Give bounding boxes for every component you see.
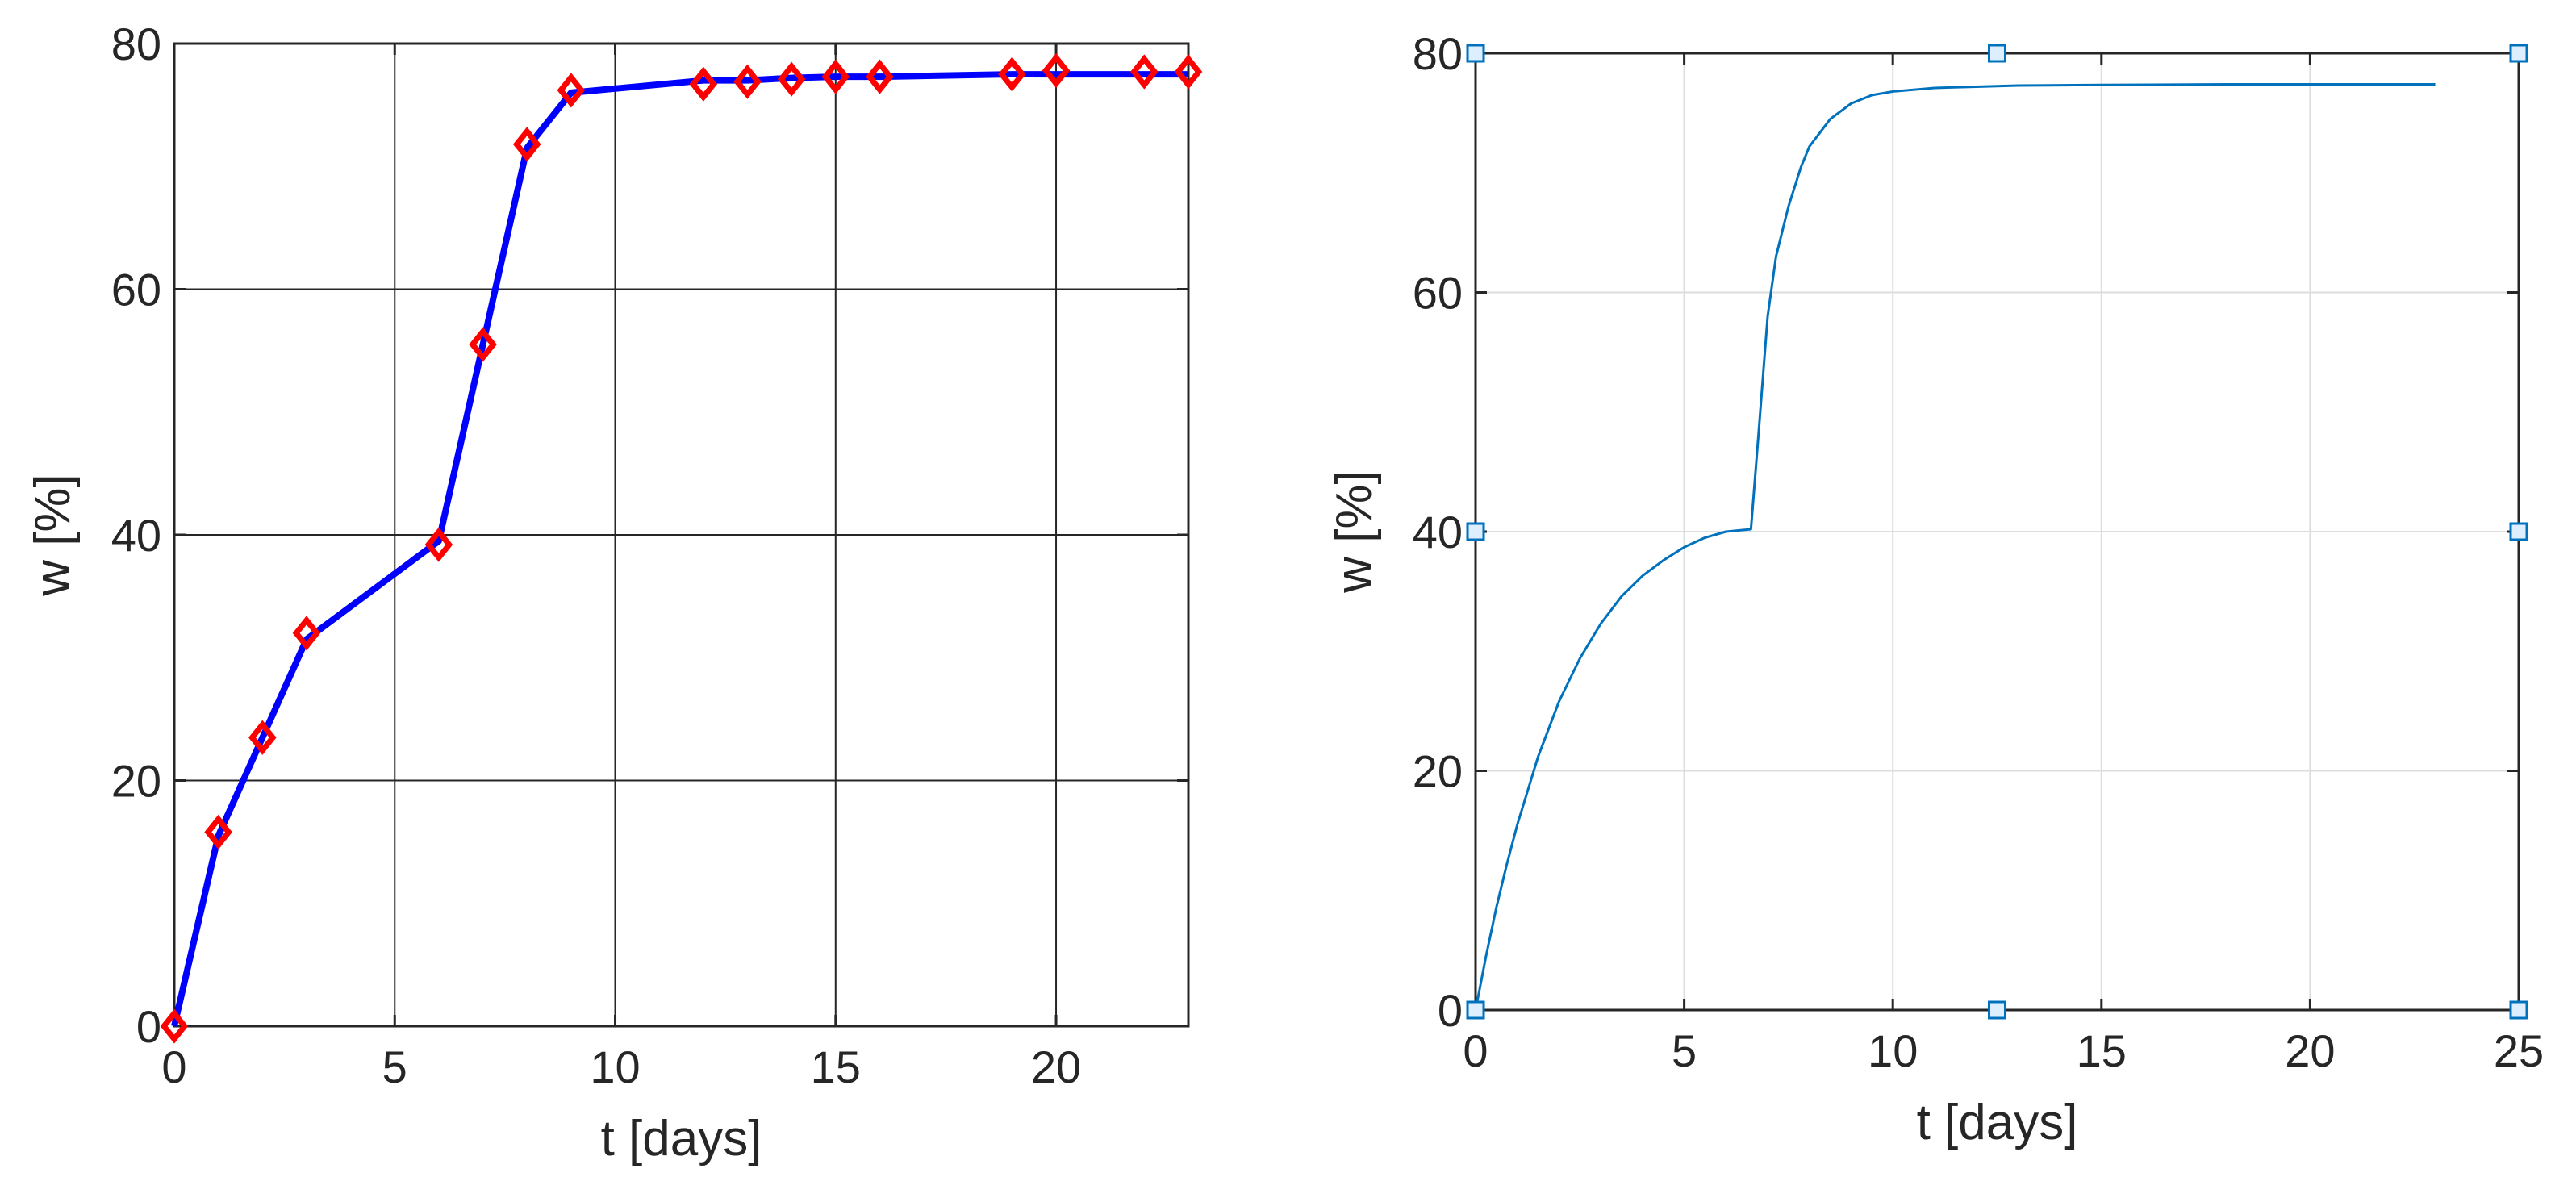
x-tick-label: 15 <box>811 1041 861 1092</box>
data-point-marker <box>998 56 1026 92</box>
x-tick-label: 0 <box>1463 1025 1488 1076</box>
y-tick-label: 60 <box>1413 268 1463 319</box>
data-point-marker <box>1042 52 1071 89</box>
left-chart: 0 5 10 15 20 0 20 40 60 80 t [days] w [%] <box>25 19 1203 1167</box>
x-tick-label: 20 <box>1031 1041 1081 1092</box>
y-tick-label: 80 <box>1413 28 1463 79</box>
series-line <box>171 71 1188 1027</box>
y-tick-label: 80 <box>111 19 161 69</box>
y-tick-label: 60 <box>111 265 161 315</box>
data-point-marker <box>777 61 806 97</box>
data-point-marker <box>2509 1000 2528 1020</box>
data-point-marker <box>160 1008 189 1044</box>
data-point-marker <box>821 59 850 94</box>
y-tick-label: 20 <box>1413 746 1463 797</box>
y-tick-label: 0 <box>1438 985 1463 1036</box>
data-point-marker <box>248 720 277 755</box>
data-point-marker <box>2509 522 2528 541</box>
data-point-marker <box>733 64 762 99</box>
data-point-marker <box>557 73 586 108</box>
data-point-marker <box>866 59 894 94</box>
x-tick-label: 10 <box>590 1041 640 1092</box>
x-tick-label: 5 <box>1672 1025 1697 1076</box>
y-axis-label: w [%] <box>1326 470 1382 594</box>
x-tick-label: 20 <box>2285 1025 2335 1076</box>
data-point-marker <box>1466 44 1485 63</box>
x-tick-label: 5 <box>382 1041 407 1092</box>
series-line <box>1474 83 2436 1011</box>
x-tick-label: 0 <box>161 1041 186 1092</box>
data-point-marker <box>1466 522 1485 541</box>
data-point-marker <box>1988 1000 2006 1020</box>
data-point-marker <box>204 814 232 850</box>
y-tick-label: 40 <box>1413 507 1463 557</box>
data-point-marker <box>1174 54 1203 90</box>
data-point-marker <box>512 127 541 162</box>
data-point-marker <box>424 527 453 562</box>
right-chart: 0 5 10 15 20 25 0 20 40 60 80 t [days] w [%] <box>1326 28 2544 1150</box>
data-point-marker <box>469 327 497 362</box>
data-point-marker <box>1466 1000 1485 1020</box>
data-point-marker <box>292 616 321 651</box>
data-point-marker <box>1130 54 1159 90</box>
x-tick-label: 10 <box>1868 1025 1918 1076</box>
y-tick-label: 40 <box>111 510 161 561</box>
x-axis-label: t [days] <box>601 1111 762 1167</box>
y-axis-label: w [%] <box>25 474 81 597</box>
data-point-marker <box>689 66 718 102</box>
x-tick-label: 25 <box>2494 1025 2544 1076</box>
data-point-marker <box>1988 44 2006 63</box>
y-tick-label: 0 <box>136 1001 161 1052</box>
data-point-marker <box>2509 44 2528 63</box>
x-axis-label: t [days] <box>1917 1095 2078 1150</box>
x-tick-label: 15 <box>2077 1025 2127 1076</box>
y-tick-label: 20 <box>111 756 161 807</box>
